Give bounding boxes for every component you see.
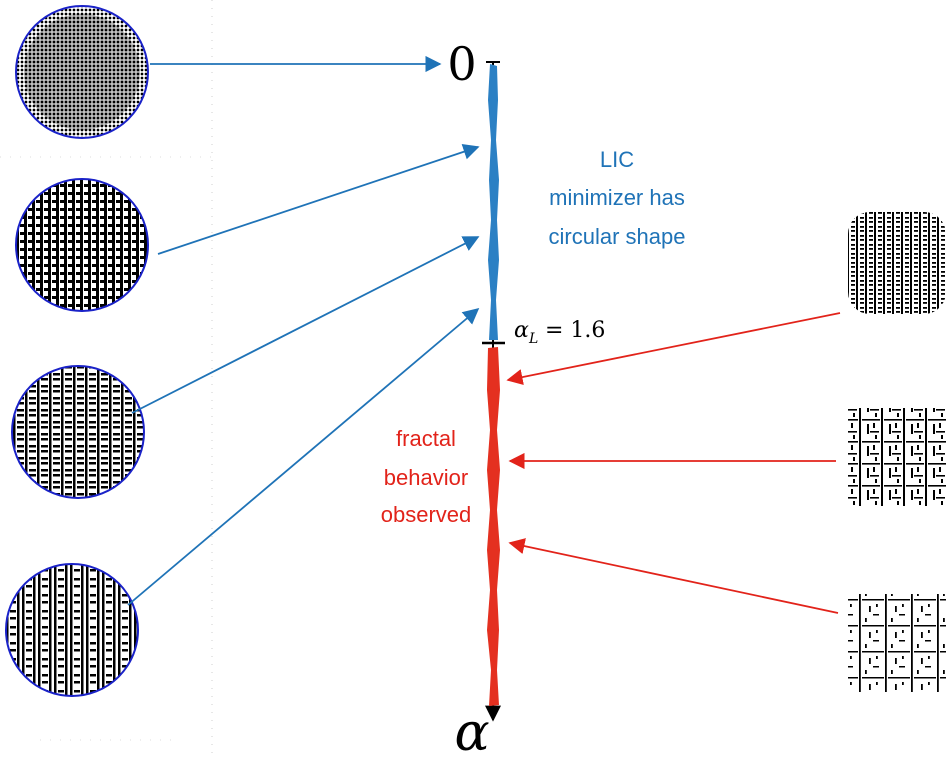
lower-label-line-2: behavior <box>384 465 468 490</box>
blue-arrow <box>131 236 480 414</box>
axis-bottom-label: α <box>454 703 489 758</box>
upper-label-line-1: LIC <box>600 147 634 172</box>
rounded-square-stripe-pattern-icon <box>848 212 946 314</box>
lower-label-line-3: observed <box>381 502 472 527</box>
axis-top-label: 0 <box>447 37 476 91</box>
alpha-l-symbol: α <box>514 318 529 343</box>
sparse-square-fractal-pattern-icon <box>848 408 946 506</box>
upper-label-line-2: minimizer has <box>549 185 685 210</box>
blue-region-band <box>488 64 499 340</box>
medium-stripe-disk-icon <box>11 365 145 499</box>
long-stripe-disk-icon <box>5 563 139 697</box>
alpha-l-label: α L = 1.6 <box>514 318 605 347</box>
alpha-l-subscript: L <box>528 331 538 347</box>
alpha-axis <box>482 61 505 722</box>
upper-label-line-3: circular shape <box>549 224 686 249</box>
red-arrow <box>508 538 839 614</box>
upper-region-label: LIC minimizer has circular shape <box>549 147 686 249</box>
lower-label-line-1: fractal <box>396 426 456 451</box>
red-arrow <box>506 312 841 386</box>
dense-dot-disk-icon <box>15 5 149 139</box>
blue-arrow <box>127 307 480 606</box>
red-region-band <box>487 347 500 706</box>
alpha-l-value: = 1.6 <box>545 318 605 343</box>
sparser-square-fractal-pattern-icon <box>848 594 946 692</box>
lower-region-label: fractal behavior observed <box>381 426 472 527</box>
blue-arrow <box>157 143 480 255</box>
short-stripe-disk-icon <box>15 178 149 312</box>
